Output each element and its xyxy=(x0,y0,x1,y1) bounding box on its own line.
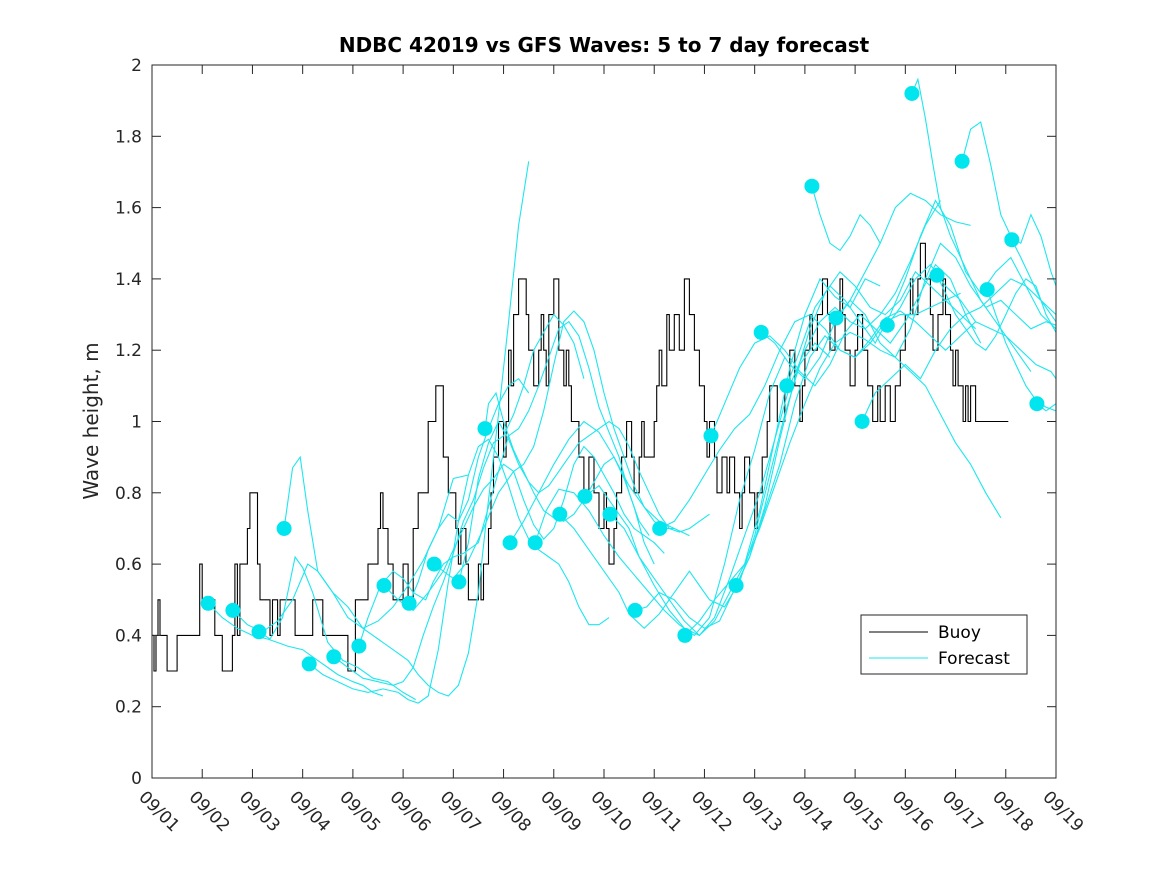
forecast-start-marker xyxy=(779,378,795,394)
forecast-start-marker xyxy=(351,638,367,654)
forecast-start-marker xyxy=(451,574,467,590)
forecast-start-marker xyxy=(879,317,895,333)
forecast-start-marker xyxy=(276,521,292,536)
forecast-start-marker xyxy=(426,556,442,572)
legend-label-buoy: Buoy xyxy=(938,623,981,643)
y-tick-label: 1.8 xyxy=(115,127,142,147)
forecast-line-23 xyxy=(760,242,1056,380)
forecast-line-12 xyxy=(484,391,655,565)
y-tick-label: 1.6 xyxy=(115,199,142,219)
forecast-start-marker xyxy=(804,178,820,194)
forecast-line-22 xyxy=(735,270,976,586)
buoy-line xyxy=(152,242,1009,672)
forecast-line-3 xyxy=(258,555,416,701)
forecast-start-marker xyxy=(527,535,543,551)
forecast-line-33 xyxy=(1011,239,1056,323)
forecast-start-marker xyxy=(401,595,417,611)
forecast-start-marker xyxy=(376,578,392,593)
forecast-line-10 xyxy=(433,310,675,580)
forecast-start-marker xyxy=(552,506,568,522)
forecast-line-27 xyxy=(861,278,1056,422)
forecast-line-32 xyxy=(986,289,1056,412)
forecast-line-11 xyxy=(458,420,710,583)
y-tick-label: 0 xyxy=(131,769,142,789)
forecast-line-29 xyxy=(911,77,1032,372)
forecast-line-16 xyxy=(584,277,881,637)
forecast-start-marker xyxy=(677,627,693,643)
forecast-line-18 xyxy=(634,310,976,629)
legend-label-forecast: Forecast xyxy=(938,649,1010,669)
forecast-start-marker xyxy=(854,414,870,429)
y-tick-label: 0.6 xyxy=(115,555,142,575)
forecast-start-marker xyxy=(828,310,844,326)
forecast-start-marker xyxy=(1004,232,1020,248)
forecast-start-marker xyxy=(929,267,945,283)
forecast-start-marker xyxy=(477,421,493,437)
forecast-line-5 xyxy=(308,438,610,704)
y-tick-label: 0.2 xyxy=(115,698,142,718)
forecast-start-marker xyxy=(577,488,593,504)
forecast-line-26 xyxy=(835,192,971,319)
y-tick-label: 1.2 xyxy=(115,341,142,361)
forecast-line-1 xyxy=(207,602,384,697)
forecast-line-30 xyxy=(936,275,1056,351)
marker-layer xyxy=(200,86,1045,672)
forecast-line-21 xyxy=(710,263,982,437)
forecast-start-marker xyxy=(301,656,317,672)
forecast-start-marker xyxy=(225,602,241,618)
y-tick-label: 0.4 xyxy=(115,626,142,646)
forecast-start-marker xyxy=(652,521,668,536)
forecast-start-marker xyxy=(728,578,744,593)
forecast-line-6 xyxy=(333,313,585,686)
forecast-start-marker xyxy=(627,602,643,618)
forecast-line-25 xyxy=(811,186,881,252)
y-axis-label: Wave height, m xyxy=(79,342,103,499)
forecast-start-marker xyxy=(251,624,267,640)
forecast-start-marker xyxy=(703,428,719,444)
forecast-line-8 xyxy=(383,445,665,612)
forecast-line-9 xyxy=(408,377,530,604)
forecast-start-marker xyxy=(979,282,995,298)
y-tick-label: 2 xyxy=(131,56,142,76)
forecast-start-marker xyxy=(502,535,518,551)
forecast-start-marker xyxy=(1029,396,1045,412)
legend-box xyxy=(860,614,1028,675)
legend: Buoy Forecast xyxy=(860,614,1028,675)
forecast-start-marker xyxy=(954,153,970,169)
forecast-start-marker xyxy=(326,649,342,665)
forecast-line-24 xyxy=(786,199,1056,386)
forecast-line-17 xyxy=(609,200,941,637)
forecast-line-19 xyxy=(659,292,961,529)
forecast-line-28 xyxy=(886,263,1056,380)
y-tick-label: 0.8 xyxy=(115,484,142,504)
chart-title: NDBC 42019 vs GFS Waves: 5 to 7 day fore… xyxy=(339,33,870,57)
y-tick-label: 1 xyxy=(131,413,142,433)
forecast-line-15 xyxy=(559,342,831,630)
forecast-start-marker xyxy=(753,324,769,340)
forecast-start-marker xyxy=(602,506,618,522)
forecast-line-14 xyxy=(534,357,786,637)
y-tick-label: 1.4 xyxy=(115,270,142,290)
forecast-start-marker xyxy=(200,595,216,611)
forecast-line-4 xyxy=(283,161,530,697)
forecast-start-marker xyxy=(904,86,920,101)
